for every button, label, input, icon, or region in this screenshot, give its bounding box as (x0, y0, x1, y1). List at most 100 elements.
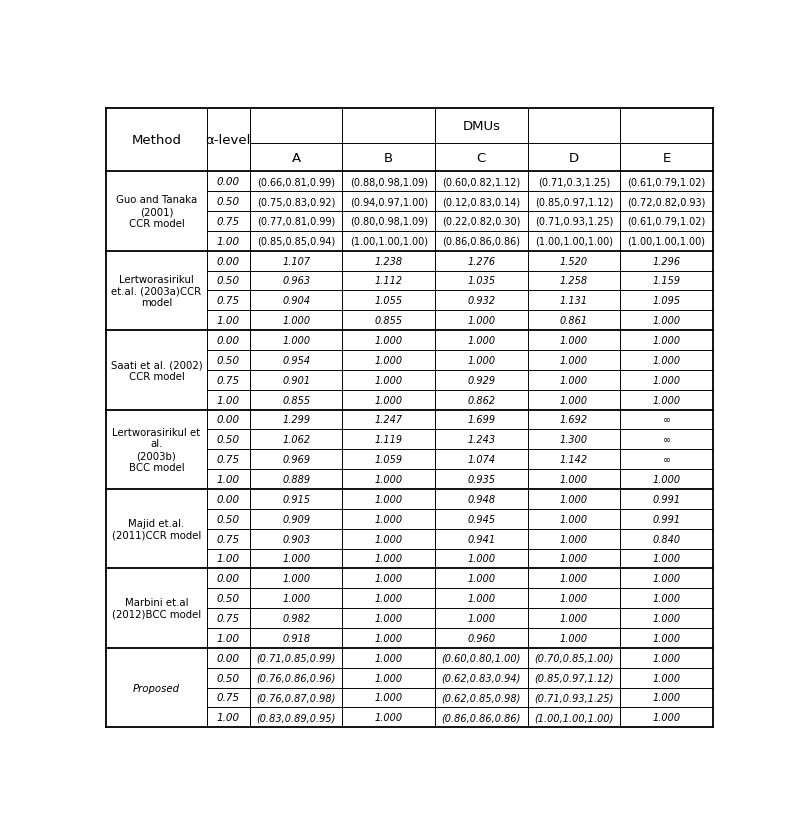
Text: 1.000: 1.000 (653, 673, 681, 683)
Text: 1.000: 1.000 (653, 474, 681, 484)
Text: 1.692: 1.692 (560, 415, 588, 425)
Text: 0.855: 0.855 (282, 395, 310, 405)
Text: 1.000: 1.000 (560, 514, 588, 524)
Text: 1.000: 1.000 (560, 395, 588, 405)
Text: (0.61,0.79,1.02): (0.61,0.79,1.02) (627, 177, 706, 187)
Text: 0.75: 0.75 (217, 455, 240, 465)
Text: 1.000: 1.000 (560, 594, 588, 604)
Text: DMUs: DMUs (463, 120, 500, 133)
Text: 1.000: 1.000 (653, 355, 681, 365)
Text: (1.00,1.00,1.00): (1.00,1.00,1.00) (627, 237, 706, 247)
Text: 1.000: 1.000 (653, 594, 681, 604)
Text: 1.000: 1.000 (375, 594, 403, 604)
Text: Proposed: Proposed (133, 683, 180, 693)
Text: (1.00,1.00,1.00): (1.00,1.00,1.00) (535, 237, 613, 247)
Text: 0.50: 0.50 (217, 673, 240, 683)
Text: 1.000: 1.000 (467, 594, 495, 604)
Text: Method: Method (132, 134, 181, 147)
Text: 1.00: 1.00 (217, 474, 240, 484)
Text: 1.000: 1.000 (653, 653, 681, 663)
Text: 1.000: 1.000 (560, 574, 588, 584)
Text: 1.000: 1.000 (467, 315, 495, 325)
Text: 1.000: 1.000 (653, 315, 681, 325)
Text: 0.50: 0.50 (217, 355, 240, 365)
Text: A: A (292, 152, 300, 165)
Text: 0.903: 0.903 (282, 534, 310, 544)
Text: 1.000: 1.000 (653, 335, 681, 345)
Text: 1.000: 1.000 (560, 554, 588, 564)
Text: 1.000: 1.000 (653, 692, 681, 703)
Text: 0.00: 0.00 (217, 257, 240, 267)
Text: 1.000: 1.000 (375, 514, 403, 524)
Text: 0.00: 0.00 (217, 335, 240, 345)
Text: (0.71,0.93,1.25): (0.71,0.93,1.25) (535, 217, 613, 227)
Text: 0.75: 0.75 (217, 614, 240, 623)
Text: Lertworasirikul
et.al. (2003a)CCR
model: Lertworasirikul et.al. (2003a)CCR model (112, 275, 201, 308)
Text: (1.00,1.00,1.00): (1.00,1.00,1.00) (535, 712, 614, 723)
Text: D: D (569, 152, 579, 165)
Text: 0.50: 0.50 (217, 435, 240, 445)
Text: 1.112: 1.112 (375, 277, 403, 286)
Text: 1.243: 1.243 (467, 435, 495, 445)
Text: (0.71,0.93,1.25): (0.71,0.93,1.25) (535, 692, 614, 703)
Text: 0.954: 0.954 (282, 355, 310, 365)
Text: ∞: ∞ (662, 415, 670, 425)
Text: 1.000: 1.000 (467, 335, 495, 345)
Text: 1.000: 1.000 (560, 633, 588, 643)
Text: 0.969: 0.969 (282, 455, 310, 465)
Text: 1.699: 1.699 (467, 415, 495, 425)
Text: 0.75: 0.75 (217, 296, 240, 306)
Text: 1.159: 1.159 (653, 277, 681, 286)
Text: 0.991: 0.991 (653, 494, 681, 504)
Text: 0.945: 0.945 (467, 514, 495, 524)
Text: 1.059: 1.059 (375, 455, 403, 465)
Text: (0.86,0.86,0.86): (0.86,0.86,0.86) (443, 237, 520, 247)
Text: 0.909: 0.909 (282, 514, 310, 524)
Text: B: B (384, 152, 393, 165)
Text: 1.276: 1.276 (467, 257, 495, 267)
Text: (0.86,0.86,0.86): (0.86,0.86,0.86) (442, 712, 521, 723)
Text: 1.258: 1.258 (560, 277, 588, 286)
Text: 0.963: 0.963 (282, 277, 310, 286)
Text: 1.000: 1.000 (653, 574, 681, 584)
Text: 1.074: 1.074 (467, 455, 495, 465)
Text: 1.000: 1.000 (467, 614, 495, 623)
Text: 0.75: 0.75 (217, 217, 240, 227)
Text: 1.000: 1.000 (375, 673, 403, 683)
Text: 1.000: 1.000 (560, 474, 588, 484)
Text: 1.062: 1.062 (282, 435, 310, 445)
Text: 0.00: 0.00 (217, 177, 240, 187)
Text: (0.88,0.98,1.09): (0.88,0.98,1.09) (350, 177, 427, 187)
Text: 1.000: 1.000 (375, 633, 403, 643)
Text: 1.000: 1.000 (375, 474, 403, 484)
Text: 1.000: 1.000 (560, 614, 588, 623)
Text: Lertworasirikul et
al.
(2003b)
BCC model: Lertworasirikul et al. (2003b) BCC model (113, 427, 201, 472)
Text: (0.62,0.85,0.98): (0.62,0.85,0.98) (442, 692, 521, 703)
Text: 1.000: 1.000 (282, 574, 310, 584)
Text: 1.520: 1.520 (560, 257, 588, 267)
Text: (0.77,0.81,0.99): (0.77,0.81,0.99) (257, 217, 336, 227)
Text: 1.000: 1.000 (282, 554, 310, 564)
Text: 1.000: 1.000 (653, 712, 681, 723)
Text: 0.861: 0.861 (560, 315, 588, 325)
Text: 0.948: 0.948 (467, 494, 495, 504)
Text: 1.00: 1.00 (217, 633, 240, 643)
Text: (0.66,0.81,0.99): (0.66,0.81,0.99) (257, 177, 335, 187)
Text: 0.935: 0.935 (467, 474, 495, 484)
Text: 1.296: 1.296 (653, 257, 681, 267)
Text: 1.000: 1.000 (375, 692, 403, 703)
Text: 1.000: 1.000 (375, 554, 403, 564)
Text: 0.00: 0.00 (217, 415, 240, 425)
Text: ∞: ∞ (662, 455, 670, 465)
Text: (0.76,0.86,0.96): (0.76,0.86,0.96) (256, 673, 336, 683)
Text: 1.000: 1.000 (282, 335, 310, 345)
Text: 0.889: 0.889 (282, 474, 310, 484)
Text: 1.095: 1.095 (653, 296, 681, 306)
Text: 0.991: 0.991 (653, 514, 681, 524)
Text: 1.000: 1.000 (560, 494, 588, 504)
Text: (0.72,0.82,0.93): (0.72,0.82,0.93) (627, 197, 706, 207)
Text: (0.62,0.83,0.94): (0.62,0.83,0.94) (442, 673, 521, 683)
Text: (0.22,0.82,0.30): (0.22,0.82,0.30) (442, 217, 520, 227)
Text: 0.929: 0.929 (467, 375, 495, 385)
Text: ∞: ∞ (662, 435, 670, 445)
